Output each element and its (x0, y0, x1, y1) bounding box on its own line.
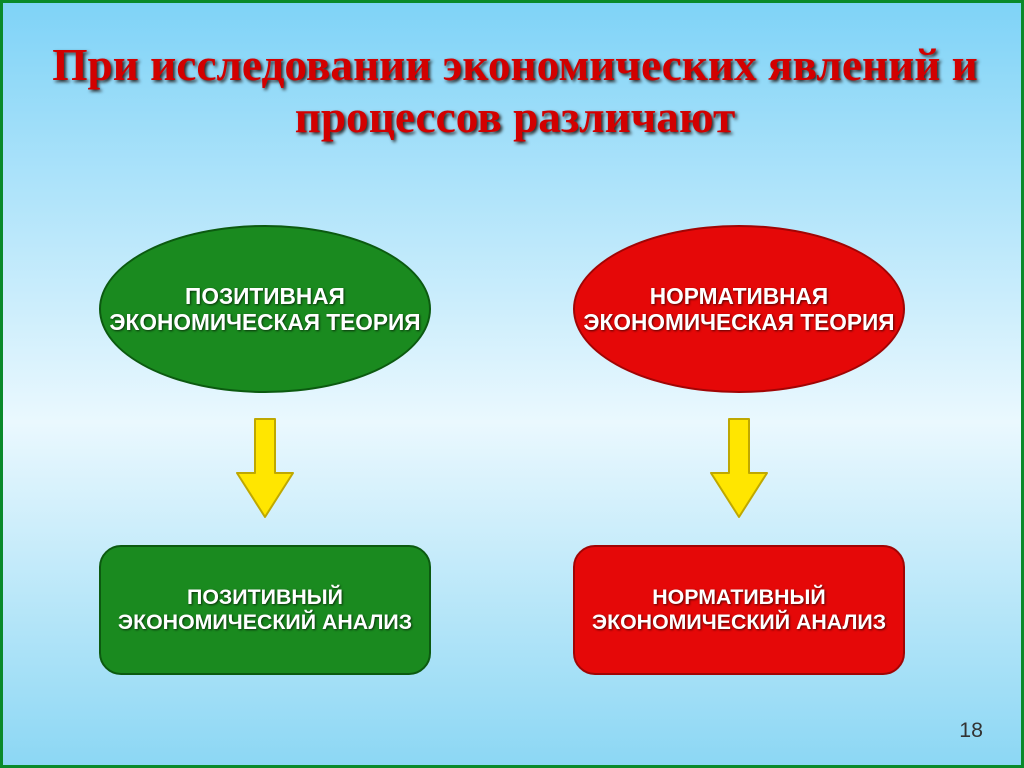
ellipse-positive-theory-label: ПОЗИТИВНАЯ ЭКОНОМИЧЕСКАЯ ТЕОРИЯ (101, 283, 429, 335)
ellipse-normative-theory: НОРМАТИВНАЯ ЭКОНОМИЧЕСКАЯ ТЕОРИЯ (573, 225, 905, 393)
rect-normative-analysis: НОРМАТИВНЫЙ ЭКОНОМИЧЕСКИЙ АНАЛИЗ (573, 545, 905, 675)
ellipse-normative-theory-label: НОРМАТИВНАЯ ЭКОНОМИЧЕСКАЯ ТЕОРИЯ (575, 283, 903, 335)
rect-normative-analysis-label: НОРМАТИВНЫЙ ЭКОНОМИЧЕСКИЙ АНАЛИЗ (575, 585, 903, 634)
slide-title: При исследовании экономических явлений и… (3, 39, 1024, 143)
rect-positive-analysis-label: ПОЗИТИВНЫЙ ЭКОНОМИЧЕСКИЙ АНАЛИЗ (101, 585, 429, 634)
arrow-right (709, 417, 769, 519)
rect-positive-analysis: ПОЗИТИВНЫЙ ЭКОНОМИЧЕСКИЙ АНАЛИЗ (99, 545, 431, 675)
arrow-left (235, 417, 295, 519)
page-number: 18 (959, 718, 983, 743)
slide: При исследовании экономических явлений и… (0, 0, 1024, 768)
ellipse-positive-theory: ПОЗИТИВНАЯ ЭКОНОМИЧЕСКАЯ ТЕОРИЯ (99, 225, 431, 393)
